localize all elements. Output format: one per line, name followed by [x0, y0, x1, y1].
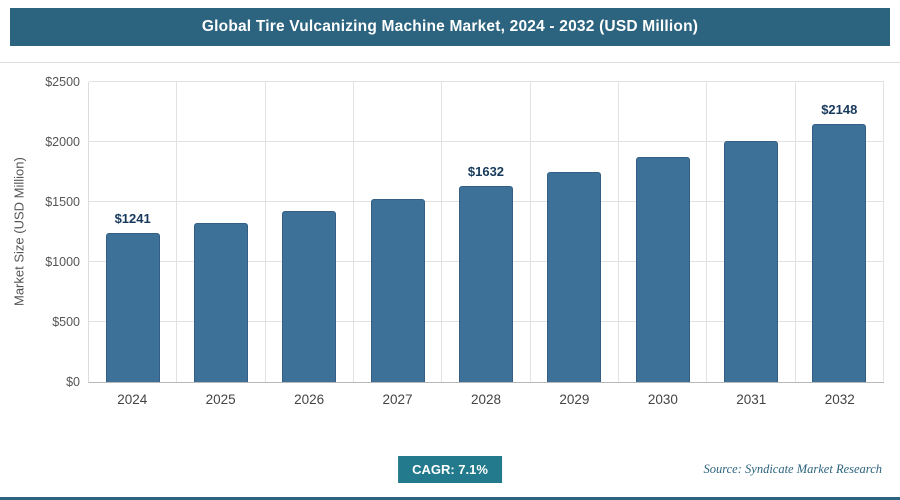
bar-value-label: $1241 — [114, 211, 151, 227]
bar-cell — [619, 82, 708, 382]
bar-2030 — [635, 157, 690, 382]
bar-2027 — [370, 199, 425, 382]
bar-2024 — [105, 233, 160, 382]
header-divider — [0, 62, 900, 63]
bar-cell: $2148 — [796, 82, 884, 382]
x-axis-label: 2026 — [294, 392, 325, 407]
y-tick-label: $1000 — [45, 255, 80, 269]
x-axis-label: 2030 — [647, 392, 678, 407]
y-axis-ticks: $0 $500 $1000 $1500 $2000 $2500 — [30, 75, 88, 389]
bar-2026 — [282, 211, 337, 382]
bar-value-label: $1632 — [467, 164, 505, 180]
bar-2028 — [458, 186, 514, 382]
y-tick-label: $500 — [52, 315, 80, 329]
bottom-border — [0, 497, 900, 500]
gridline — [89, 141, 884, 142]
bar-2031 — [723, 141, 779, 382]
bar-cell — [177, 82, 266, 382]
y-tick-label: $2500 — [45, 75, 80, 89]
bar-cell — [531, 82, 619, 382]
chart-footer: CAGR: 7.1% Source: Syndicate Market Rese… — [0, 456, 900, 484]
x-axis-label: 2027 — [382, 392, 413, 407]
cagr-badge: CAGR: 7.1% — [398, 456, 502, 483]
bar-cell — [707, 82, 796, 382]
x-axis-label: 2024 — [117, 392, 148, 407]
bar-cell: $1632 — [442, 82, 531, 382]
bar-value-label: $2148 — [821, 102, 858, 118]
chart-title: Global Tire Vulcanizing Machine Market, … — [201, 18, 699, 35]
plot-column: $1241 $1632 $2148 2024 2025 2026 2027 2028 2029… — [88, 81, 884, 413]
y-tick-label: $2000 — [45, 135, 80, 149]
x-axis-label: 2028 — [470, 392, 501, 407]
bar-cell — [266, 82, 354, 382]
bar-cell — [354, 82, 443, 382]
chart-body: Market Size (USD Million) $0 $500 $1000 $15… — [8, 75, 884, 413]
bar-2032 — [812, 124, 867, 382]
x-axis-labels: 2024 2025 2026 2027 2028 2029 2030 2031 2032 — [88, 383, 884, 413]
x-axis-label: 2025 — [205, 392, 236, 407]
bars-container: $1241 $1632 $2148 — [89, 82, 884, 382]
x-axis-label: 2031 — [736, 392, 767, 407]
plot-area: $1241 $1632 $2148 — [88, 81, 884, 383]
y-tick-label: $0 — [66, 375, 80, 389]
chart-header: Global Tire Vulcanizing Machine Market, … — [10, 8, 890, 46]
x-axis-label: 2032 — [824, 392, 855, 407]
bar-2029 — [547, 172, 602, 382]
bar-cell: $1241 — [89, 82, 178, 382]
gridline — [89, 81, 884, 82]
source-text: Source: Syndicate Market Research — [703, 462, 882, 476]
y-tick-label: $1500 — [45, 195, 80, 209]
bar-2025 — [193, 222, 249, 382]
y-axis-title: Market Size (USD Million) — [11, 157, 27, 307]
x-axis-label: 2029 — [559, 392, 590, 407]
